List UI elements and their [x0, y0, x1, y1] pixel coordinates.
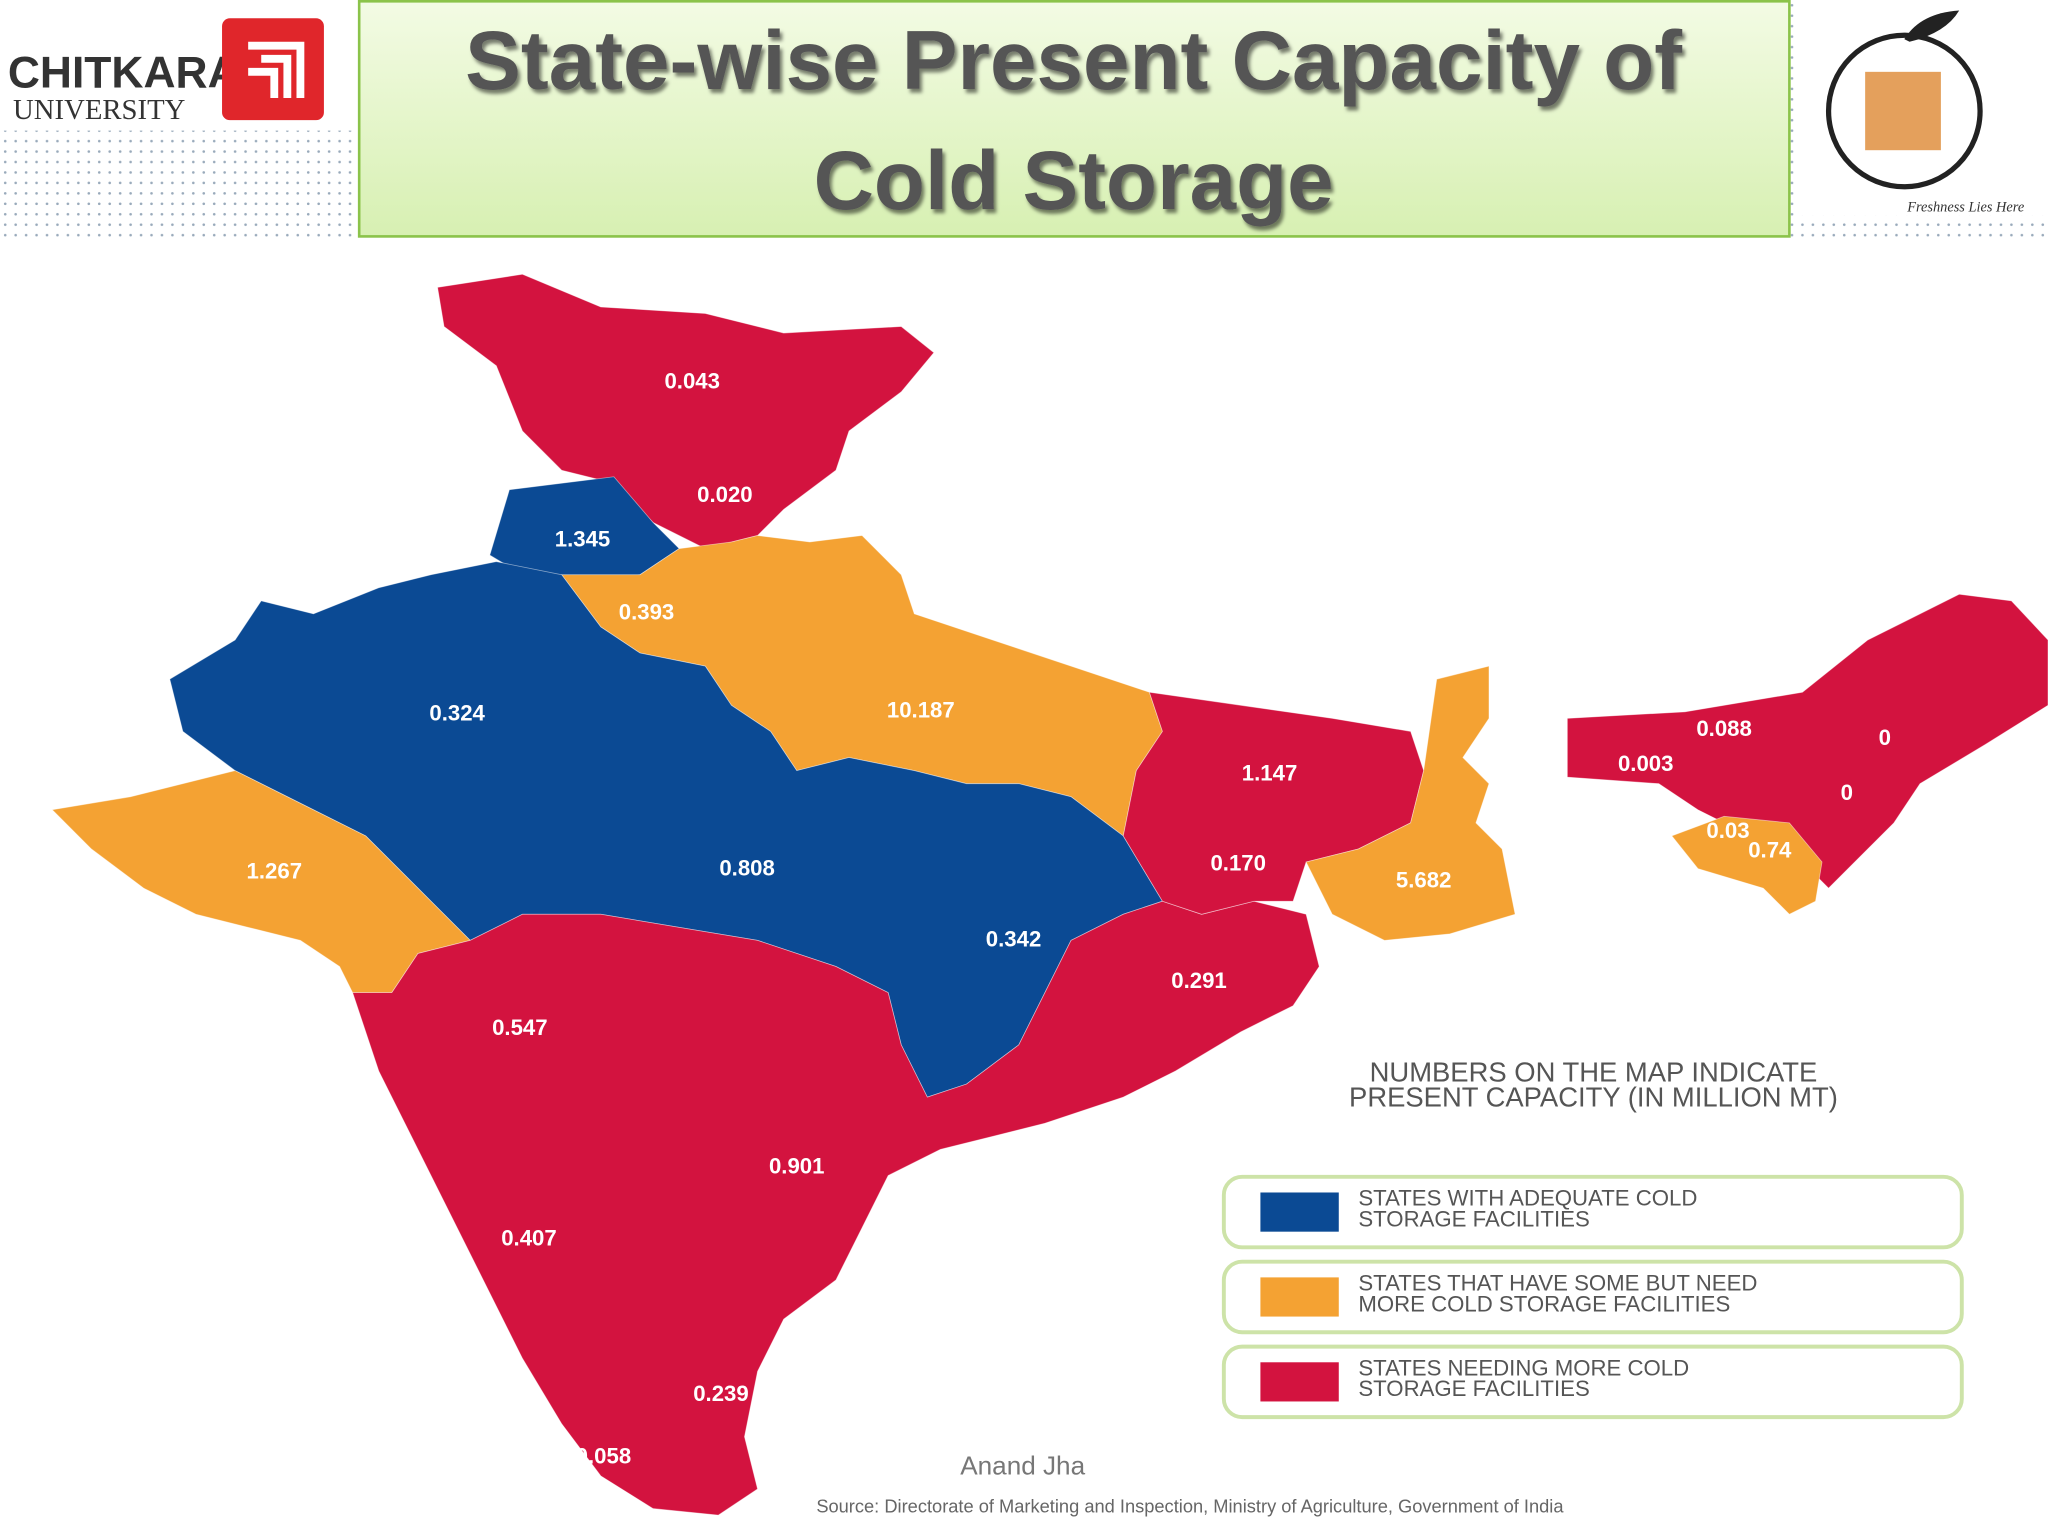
region-label: 0.547: [492, 1015, 548, 1040]
region-shape: [1305, 665, 1516, 941]
region-label: 0.020: [697, 482, 753, 507]
logo-name: CHITKARA: [8, 49, 240, 98]
legend-item-box: [1221, 1344, 1964, 1420]
apple-art: [1865, 71, 1941, 151]
region-label: 0.170: [1210, 851, 1266, 876]
author: Anand Jha: [960, 1451, 1085, 1481]
legend-item-box: [1221, 1174, 1964, 1250]
region-label: 0.239: [693, 1381, 749, 1406]
region-label: 0: [1879, 725, 1891, 750]
source: Source: Directorate of Marketing and Ins…: [816, 1495, 1564, 1516]
region-shape: [1566, 593, 2048, 889]
region-label: 0.058: [576, 1443, 632, 1468]
legend-label: STORAGE FACILITIES: [1358, 1376, 1589, 1401]
region-label: 0.74: [1748, 837, 1792, 862]
legend-label: STATES WITH ADEQUATE COLD: [1358, 1186, 1697, 1211]
region-label: 0.901: [769, 1154, 825, 1179]
region-label: 0.342: [986, 926, 1042, 951]
region-label: 0.324: [429, 700, 485, 725]
region-label: 0.393: [619, 600, 675, 625]
region-label: 5.682: [1396, 867, 1452, 892]
region-label: 0.003: [1618, 751, 1674, 776]
logo-icon-mark: [248, 41, 305, 98]
legend-item-box: [1221, 1259, 1964, 1335]
region-label: 10.187: [887, 698, 955, 723]
legend-swatch: [1260, 1362, 1339, 1402]
region-shape: [1122, 691, 1425, 915]
region-label: 0.808: [719, 856, 775, 881]
map-note: NUMBERS ON THE MAP INDICATE: [1370, 1056, 1818, 1087]
legend-label: STATES THAT HAVE SOME BUT NEED: [1358, 1270, 1757, 1295]
logo-tagline: Freshness Lies Here: [1906, 200, 2025, 216]
region-shape: [437, 273, 935, 549]
region-shape: [352, 900, 1320, 1516]
legend-swatch: [1260, 1277, 1339, 1317]
region-label: 0.03: [1706, 818, 1749, 843]
region-label: 0.088: [1696, 716, 1752, 741]
legend-label: MORE COLD STORAGE FACILITIES: [1358, 1291, 1730, 1316]
region-label: 0.291: [1171, 968, 1227, 993]
region-label: 1.267: [247, 858, 303, 883]
logo-sub: UNIVERSITY: [13, 94, 186, 126]
map-note: PRESENT CAPACITY (IN MILLION MT): [1349, 1081, 1838, 1112]
region-label: 0.043: [664, 369, 720, 394]
map: 0.043 0.020 1.345 0.393 0.324 10.187 1.147 0.08…: [51, 273, 2048, 1516]
title-line: State-wise Present Capacity of: [465, 13, 1682, 107]
legend-label: STORAGE FACILITIES: [1358, 1206, 1589, 1231]
region-label: 1.345: [555, 527, 611, 552]
title-line: Cold Storage: [814, 133, 1334, 227]
legend-label: STATES NEEDING MORE COLD: [1358, 1355, 1689, 1380]
region-label: 0.407: [501, 1225, 557, 1250]
region-shape: [1671, 815, 1823, 915]
region-label: 1.147: [1242, 760, 1298, 785]
title-box: [357, 0, 1791, 238]
region-label: 0: [1841, 780, 1853, 805]
legend-swatch: [1260, 1192, 1339, 1232]
apple-leaf: [1904, 10, 1960, 42]
